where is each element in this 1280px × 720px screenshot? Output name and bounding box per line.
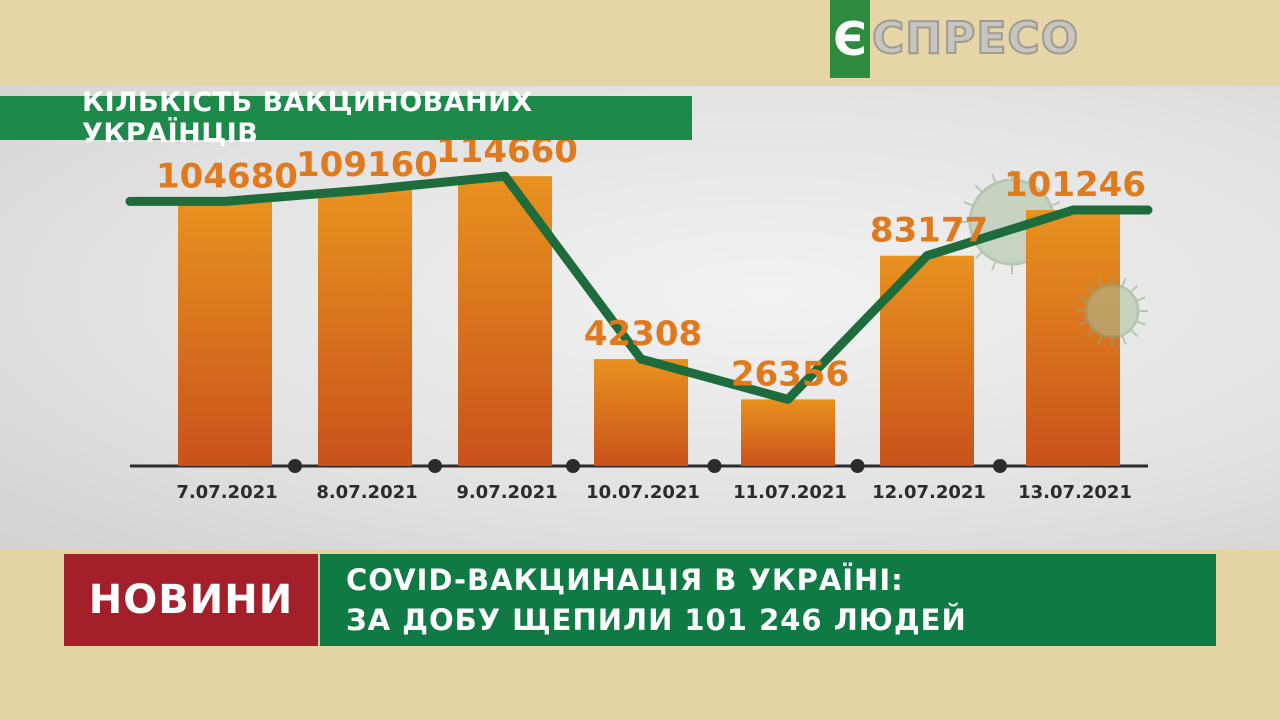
headline-line-2: ЗА ДОБУ ЩЕПИЛИ 101 246 ЛЮДЕЙ xyxy=(346,603,967,637)
bar-2 xyxy=(318,190,412,466)
axis-dot-4 xyxy=(707,459,722,473)
category-label-2: 8.07.2021 xyxy=(316,482,417,503)
axis-dot-3 xyxy=(566,459,580,473)
value-label-5: 26356 xyxy=(731,354,849,394)
bar-1 xyxy=(178,201,272,466)
value-label-7: 101246 xyxy=(1004,165,1146,205)
category-label-7: 13.07.2021 xyxy=(1018,482,1132,503)
bar-7 xyxy=(1026,210,1120,466)
category-label-5: 11.07.2021 xyxy=(733,482,847,503)
axis-dot-2 xyxy=(428,459,442,473)
value-label-6: 83177 xyxy=(870,211,988,251)
chart-title: КІЛЬКІСТЬ ВАКЦИНОВАНИХ УКРАЇНЦІВ xyxy=(0,87,692,149)
top-band xyxy=(0,0,1280,86)
logo-text: СПРЕСО xyxy=(871,12,1080,65)
headline: COVID-ВАКЦИНАЦІЯ В УКРАЇНІ: ЗА ДОБУ ЩЕПИ… xyxy=(320,554,1216,646)
value-label-4: 42308 xyxy=(584,314,702,354)
category-label-3: 9.07.2021 xyxy=(456,482,557,503)
axis-dot-1 xyxy=(288,459,302,473)
axis-dot-5 xyxy=(850,459,865,473)
headline-line-1: COVID-ВАКЦИНАЦІЯ В УКРАЇНІ: xyxy=(346,563,904,597)
bar-5 xyxy=(741,399,835,466)
divider xyxy=(318,554,320,646)
category-label-4: 10.07.2021 xyxy=(586,482,700,503)
value-label-2: 109160 xyxy=(296,145,438,185)
virus-small-decoration-icon xyxy=(1076,275,1148,347)
logo-mark: Є xyxy=(830,0,870,78)
bar-4 xyxy=(594,359,688,466)
value-label-1: 104680 xyxy=(156,156,298,196)
channel-logo: Є СПРЕСО xyxy=(830,0,1079,78)
trend-line xyxy=(125,171,1153,404)
category-label-6: 12.07.2021 xyxy=(872,482,986,503)
category-label-1: 7.07.2021 xyxy=(176,482,277,503)
axis-dot-6 xyxy=(993,459,1007,473)
lower-third: НОВИНИ COVID-ВАКЦИНАЦІЯ В УКРАЇНІ: ЗА ДО… xyxy=(64,554,1216,646)
news-tag: НОВИНИ xyxy=(64,554,318,646)
